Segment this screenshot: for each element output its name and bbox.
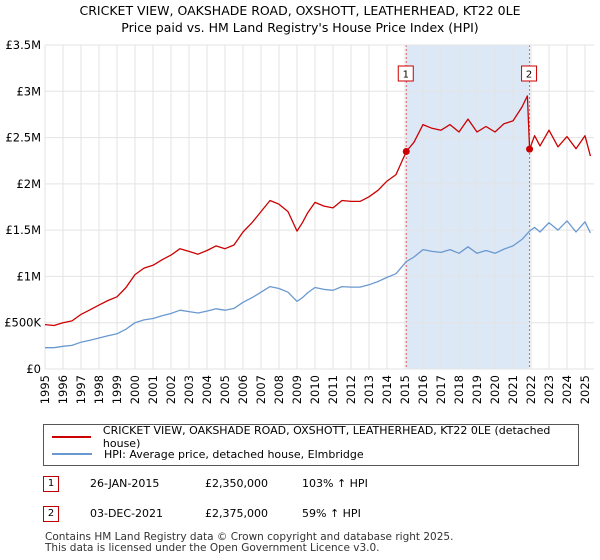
sale-price: £2,350,000 — [205, 477, 268, 490]
footer-line2: This data is licensed under the Open Gov… — [45, 542, 380, 554]
x-tick-label: 1999 — [110, 375, 124, 404]
x-tick-label: 2015 — [398, 375, 412, 404]
sale-point — [526, 145, 534, 153]
sale-date: 26-JAN-2015 — [90, 477, 160, 490]
x-tick-label: 2005 — [218, 375, 232, 404]
x-tick-label: 2023 — [542, 375, 556, 404]
x-tick-label: 2025 — [578, 375, 592, 404]
x-tick-label: 2017 — [434, 375, 448, 404]
x-tick-label: 2022 — [524, 375, 538, 404]
x-tick-label: 2000 — [128, 375, 142, 404]
price-chart: £0 £500K £1M £1.5M £2M £2.5M £3M £3.5M 1995 1996 1… — [4, 38, 594, 404]
x-tick-label: 2002 — [164, 375, 178, 404]
footer-attribution: Contains HM Land Registry data © Crown c… — [45, 532, 453, 554]
x-tick-label: 2004 — [200, 375, 214, 404]
x-tick-label: 2018 — [452, 375, 466, 404]
x-tick-label: 1996 — [56, 375, 70, 404]
sale-marker-badge-label: 1 — [403, 70, 409, 81]
hpi-line — [45, 220, 591, 349]
x-tick-label: 2013 — [362, 375, 376, 404]
sale-period-shading — [406, 45, 530, 369]
sale-hpi-change: 59% ↑ HPI — [302, 507, 361, 520]
sale-marker-badge-label: 2 — [526, 70, 532, 81]
x-tick-label: 2012 — [344, 375, 358, 404]
x-tick-label: 2010 — [308, 375, 322, 404]
y-tick-label: £3.5M — [5, 38, 41, 52]
legend-item-hpi: HPI: Average price, detached house, Elmb… — [52, 446, 364, 462]
y-tick-label: £2M — [16, 177, 41, 191]
chart-title: CRICKET VIEW, OAKSHADE ROAD, OXSHOTT, LE… — [0, 2, 600, 36]
sale-number-badge: 1 — [43, 476, 59, 492]
x-tick-label: 2020 — [488, 375, 502, 404]
x-tick-label: 1997 — [74, 375, 88, 404]
sale-marker-badge-box — [521, 65, 538, 82]
y-tick-label: £1M — [16, 269, 41, 283]
x-tick-label: 1995 — [38, 375, 52, 404]
x-tick-label: 2001 — [146, 375, 160, 404]
legend-hpi-label: HPI: Average price, detached house, Elmb… — [104, 447, 364, 461]
sale-date: 03-DEC-2021 — [90, 507, 164, 520]
y-tick-label: £0 — [26, 362, 41, 376]
x-tick-label: 2011 — [326, 375, 340, 404]
x-tick-label: 2003 — [182, 375, 196, 404]
footer-line1: Contains HM Land Registry data © Crown c… — [45, 531, 454, 543]
x-tick-label: 2019 — [470, 375, 484, 404]
x-tick-label: 2014 — [380, 375, 394, 404]
x-tick-label: 2009 — [290, 375, 304, 404]
sale-hpi-change: 103% ↑ HPI — [302, 477, 368, 490]
x-tick-label: 2024 — [560, 375, 574, 404]
legend-hpi-swatch — [52, 453, 92, 455]
y-tick-label: £500K — [4, 316, 41, 330]
y-tick-label: £3M — [16, 84, 41, 98]
x-tick-label: 2008 — [272, 375, 286, 404]
x-tick-label: 1998 — [92, 375, 106, 404]
sale-price: £2,375,000 — [205, 507, 268, 520]
legend-item-property: CRICKET VIEW, OAKSHADE ROAD, OXSHOTT, LE… — [52, 424, 578, 450]
sale-marker-badge-box — [397, 65, 414, 82]
y-tick-label: £1.5M — [5, 223, 41, 237]
x-tick-label: 2006 — [236, 375, 250, 404]
sale-point — [402, 147, 410, 155]
legend: CRICKET VIEW, OAKSHADE ROAD, OXSHOTT, LE… — [43, 424, 579, 466]
x-tick-label: 2021 — [506, 375, 520, 404]
legend-property-label: CRICKET VIEW, OAKSHADE ROAD, OXSHOTT, LE… — [102, 424, 551, 450]
property-price-line — [44, 95, 592, 327]
y-tick-label: £2.5M — [5, 131, 41, 145]
chart-title-line1: CRICKET VIEW, OAKSHADE ROAD, OXSHOTT, LE… — [79, 3, 521, 18]
x-tick-label: 2007 — [254, 375, 268, 404]
legend-property-swatch — [52, 436, 91, 438]
x-tick-label: 2016 — [416, 375, 430, 404]
sale-number-badge: 2 — [43, 506, 59, 522]
chart-title-line2: Price paid vs. HM Land Registry's House … — [121, 20, 479, 35]
